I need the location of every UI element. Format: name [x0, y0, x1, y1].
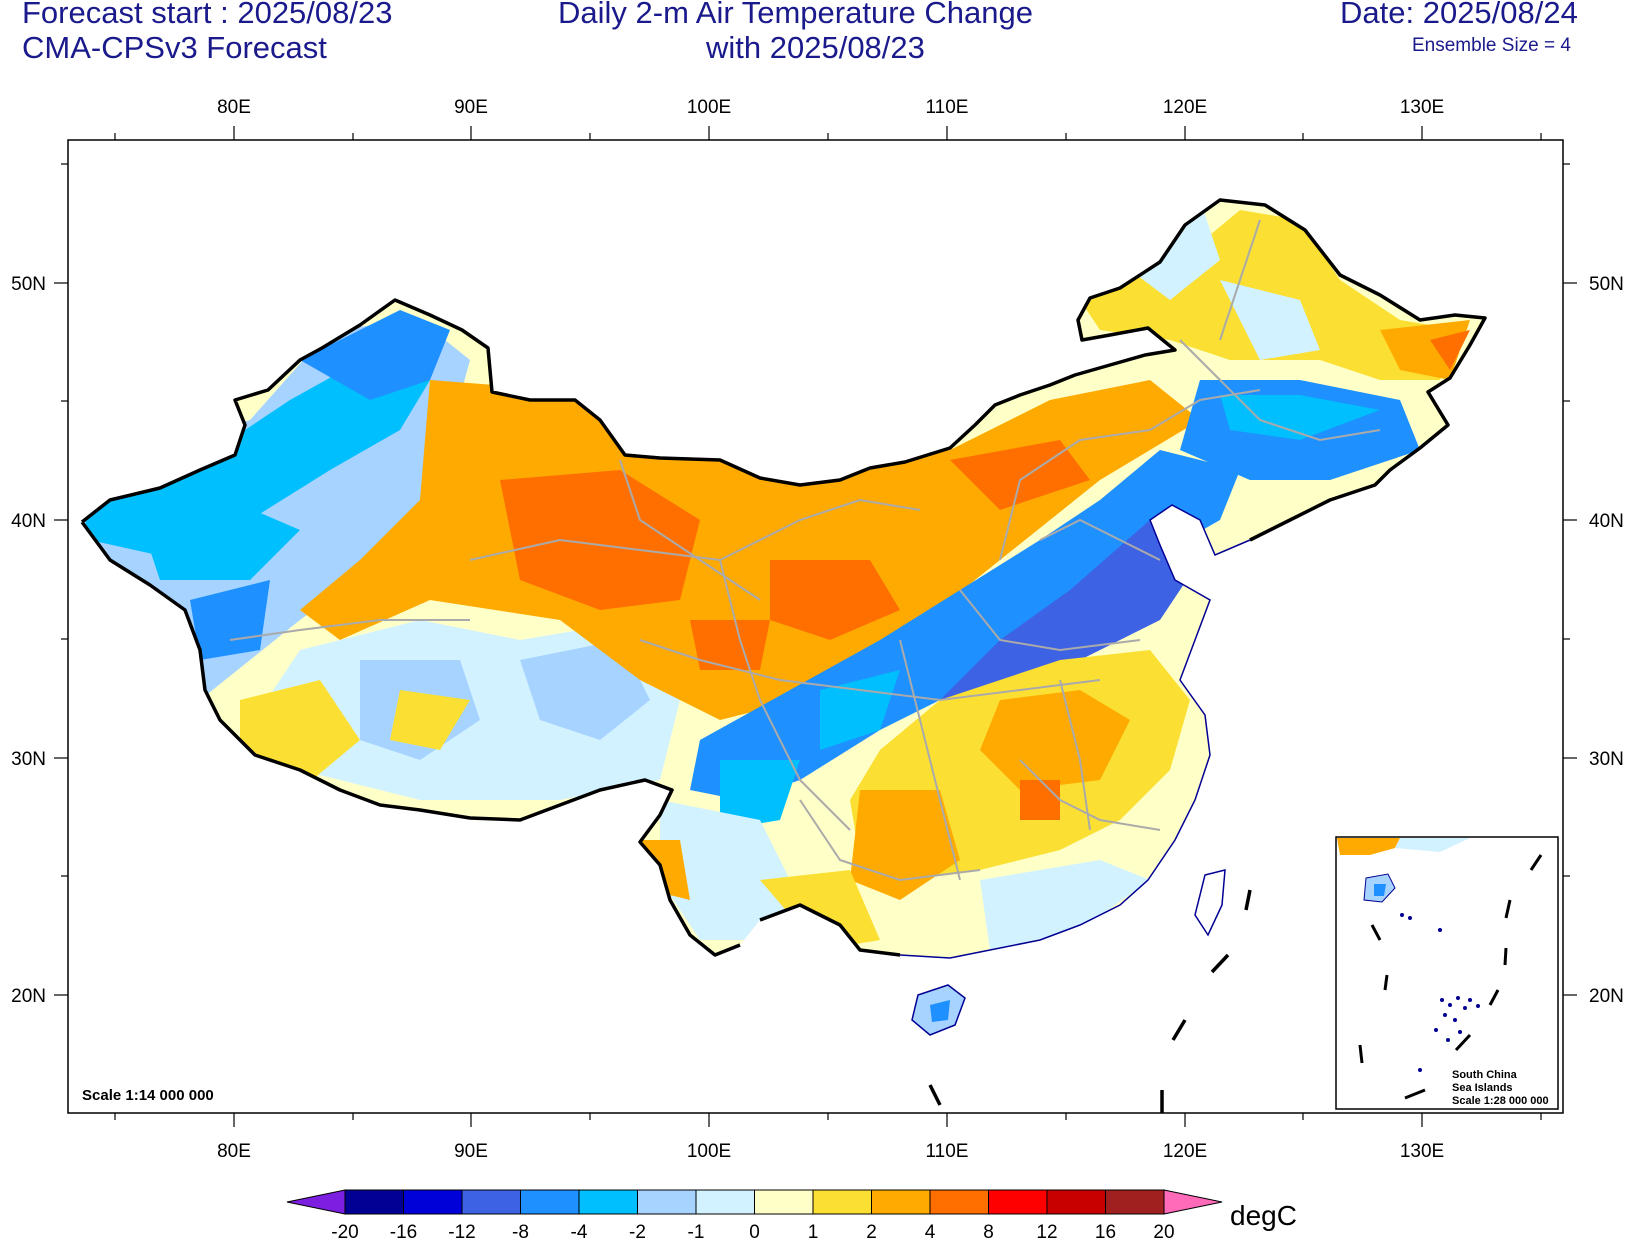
- colorbar-box: [695, 1189, 755, 1215]
- country-border: [80, 198, 1487, 957]
- colorbar-unit: degC: [1230, 1200, 1297, 1231]
- colorbar-tick-label: 20: [1153, 1222, 1174, 1241]
- colorbar: -20 -16 -12 -8 -4 -2 -1 0 1 2 4 8 12 16 20: [286, 1189, 1223, 1241]
- scale-note: Scale 1:14 000 000: [82, 1087, 214, 1104]
- lat-label-left: 20N: [11, 986, 46, 1007]
- colorbar-arrow-right: [1163, 1189, 1223, 1215]
- colorbar-tick-label: -12: [448, 1222, 475, 1241]
- south-china-sea-inset: South China Sea Islands Scale 1:28 000 0…: [1335, 836, 1559, 1110]
- province-boundaries: [229, 219, 1381, 882]
- colorbar-tick-label: 0: [749, 1222, 760, 1241]
- inset-label-line3: Scale 1:28 000 000: [1452, 1095, 1549, 1107]
- lat-label-left: 40N: [11, 511, 46, 532]
- title-line-1: Daily 2-m Air Temperature Change: [558, 0, 1033, 30]
- lat-label-right: 40N: [1589, 511, 1624, 532]
- lon-label-top: 100E: [687, 97, 731, 118]
- colorbar-box: [637, 1189, 697, 1215]
- lat-label-right: 30N: [1589, 749, 1624, 770]
- colorbar-box: [1046, 1189, 1106, 1215]
- colorbar-box: [988, 1189, 1048, 1215]
- title-line-2: with 2025/08/23: [706, 30, 925, 65]
- colorbar-box: [929, 1189, 989, 1215]
- lon-label-bottom: 120E: [1163, 1141, 1207, 1162]
- colorbar-box: [871, 1189, 931, 1215]
- lon-label-bottom: 90E: [454, 1141, 488, 1162]
- lon-label-top: 90E: [454, 97, 488, 118]
- lon-label-top: 110E: [926, 97, 969, 118]
- colorbar-tick-label: 12: [1036, 1222, 1057, 1241]
- colorbar-tick-label: 2: [866, 1222, 877, 1241]
- colorbar-tick-label: 4: [925, 1222, 936, 1241]
- lon-label-top: 120E: [1163, 97, 1207, 118]
- lon-label-bottom: 130E: [1400, 1141, 1444, 1162]
- lat-label-right: 20N: [1589, 986, 1624, 1007]
- colorbar-tick-label: -1: [688, 1222, 705, 1241]
- colorbar-box: [812, 1189, 872, 1215]
- taiwan-island: [1194, 869, 1226, 937]
- colorbar-tick-label: -8: [512, 1222, 529, 1241]
- colorbar-box: [754, 1189, 814, 1215]
- colorbar-tick-label: 8: [983, 1222, 994, 1241]
- date-label: Date: 2025/08/24: [1340, 0, 1578, 30]
- model-label: CMA-CPSv3 Forecast: [22, 30, 327, 65]
- lon-label-top: 130E: [1400, 97, 1444, 118]
- colorbar-box: [403, 1189, 463, 1215]
- lat-label-left: 50N: [11, 274, 46, 295]
- lon-label-bottom: 110E: [926, 1141, 969, 1162]
- colorbar-box: [520, 1189, 580, 1215]
- forecast-start-label: Forecast start : 2025/08/23: [22, 0, 393, 30]
- ensemble-size-label: Ensemble Size = 4: [1412, 35, 1571, 56]
- colorbar-arrow-left: [286, 1189, 346, 1215]
- colorbar-tick-label: -2: [629, 1222, 646, 1241]
- colorbar-tick-label: -16: [390, 1222, 417, 1241]
- inset-label-line2: Sea Islands: [1452, 1082, 1513, 1094]
- lat-label-left: 30N: [11, 749, 46, 770]
- colorbar-tick-label: 16: [1095, 1222, 1116, 1241]
- inset-label-line1: South China: [1452, 1069, 1518, 1081]
- colorbar-box: [1105, 1189, 1165, 1215]
- lat-label-right: 50N: [1589, 274, 1624, 295]
- coastline: [899, 504, 1251, 959]
- colorbar-tick-label: -4: [571, 1222, 588, 1241]
- lon-label-bottom: 80E: [217, 1141, 251, 1162]
- lon-label-top: 80E: [217, 97, 251, 118]
- colorbar-box: [344, 1189, 404, 1215]
- lon-label-bottom: 100E: [687, 1141, 731, 1162]
- colorbar-box: [461, 1189, 521, 1215]
- colorbar-tick-label: -20: [331, 1222, 358, 1241]
- colorbar-tick-label: 1: [808, 1222, 819, 1241]
- tick-marks: [54, 126, 1577, 1127]
- colorbar-box: [578, 1189, 638, 1215]
- maritime-boundary: [928, 889, 1252, 1113]
- hainan-island-cold: [930, 1000, 950, 1022]
